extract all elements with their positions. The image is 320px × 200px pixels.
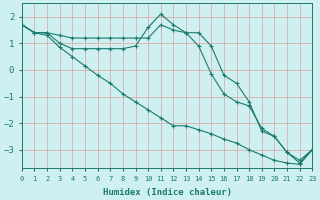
X-axis label: Humidex (Indice chaleur): Humidex (Indice chaleur) (103, 188, 232, 197)
